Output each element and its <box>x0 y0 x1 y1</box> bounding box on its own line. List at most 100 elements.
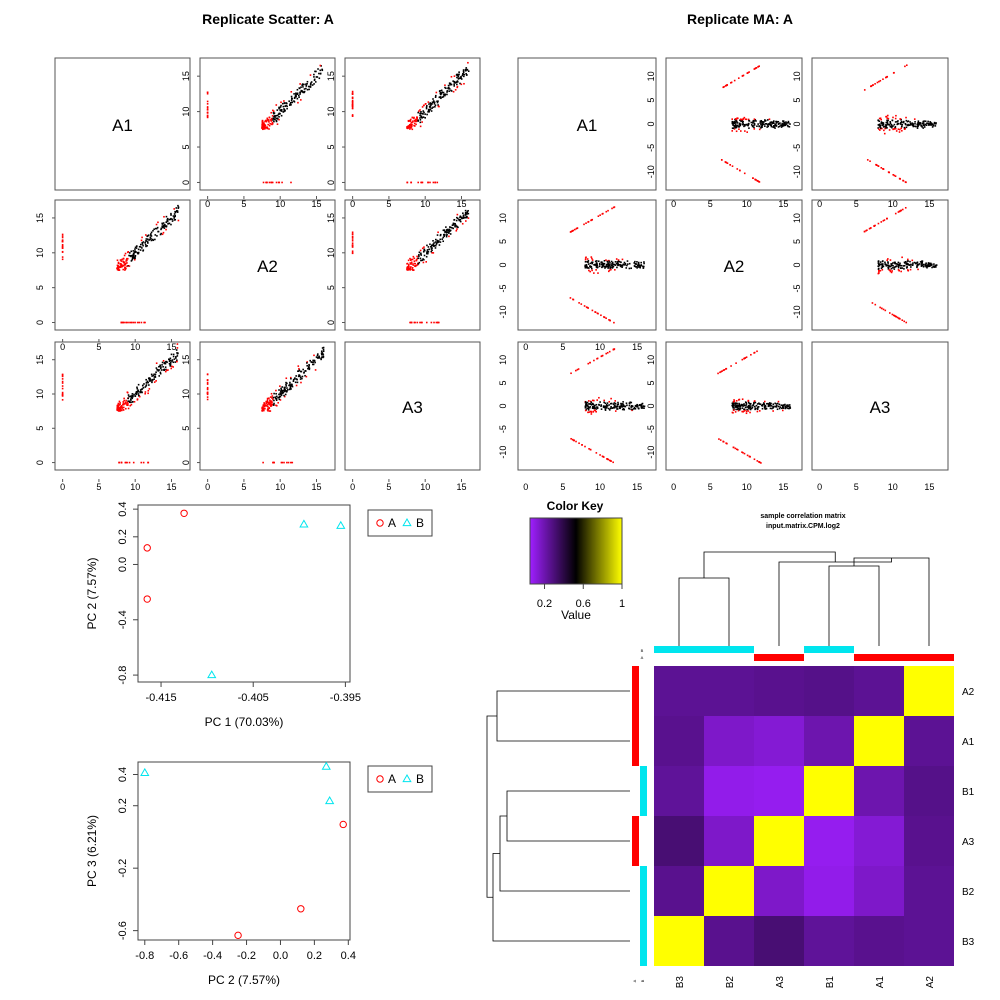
data-point <box>290 388 292 390</box>
data-point <box>427 101 430 103</box>
data-point <box>460 75 462 78</box>
data-point <box>743 408 746 411</box>
data-point <box>731 127 734 130</box>
data-point <box>595 403 598 406</box>
data-point <box>294 381 297 384</box>
data-point <box>416 255 418 258</box>
data-point <box>869 227 872 229</box>
data-point <box>154 234 157 236</box>
heatmap-cell <box>804 716 854 766</box>
data-point <box>587 409 590 411</box>
point-B <box>321 761 331 770</box>
data-point <box>423 254 426 257</box>
x-tick-label: -0.2 <box>237 950 256 962</box>
data-point <box>907 263 910 265</box>
panel-frame <box>54 341 191 471</box>
data-point <box>920 264 923 267</box>
data-point <box>731 402 734 405</box>
data-point <box>261 410 264 412</box>
data-point <box>121 407 124 409</box>
data-point <box>880 166 883 169</box>
data-point <box>608 350 611 353</box>
data-point <box>446 231 449 233</box>
data-point <box>460 216 463 219</box>
data-point <box>149 234 152 236</box>
data-point <box>61 373 64 376</box>
data-point <box>885 265 888 267</box>
point-B <box>324 796 335 805</box>
data-point <box>740 118 743 121</box>
x-tick-label: 5 <box>708 199 713 209</box>
data-point <box>453 85 456 87</box>
data-point <box>406 267 409 270</box>
data-point <box>589 405 591 408</box>
data-point <box>891 125 893 128</box>
data-point <box>926 122 928 125</box>
data-point <box>927 120 929 123</box>
data-point <box>285 390 287 392</box>
data-point <box>595 408 598 410</box>
data-point <box>628 404 631 407</box>
y-tick-label: 5 <box>792 239 802 244</box>
data-point <box>420 116 423 119</box>
data-point <box>456 216 458 219</box>
data-point <box>61 239 64 242</box>
data-point <box>126 262 128 264</box>
data-point <box>892 264 894 267</box>
data-point <box>269 399 271 401</box>
data-point <box>320 65 322 67</box>
data-point <box>290 99 293 102</box>
data-point <box>777 120 780 123</box>
data-point <box>320 357 322 360</box>
x-tick-label: 10 <box>275 199 285 209</box>
data-point <box>351 103 354 106</box>
scatter-panel-A3-A2 <box>197 341 336 471</box>
data-point <box>903 126 906 129</box>
data-point <box>763 402 765 405</box>
data-point <box>466 213 468 215</box>
data-point <box>585 265 588 267</box>
data-point <box>752 404 754 406</box>
data-point <box>295 384 298 387</box>
data-point <box>262 405 265 407</box>
data-point <box>909 268 912 271</box>
x-tick-label: 0.4 <box>341 950 356 962</box>
data-point <box>594 260 597 263</box>
data-point <box>775 120 778 123</box>
data-point <box>874 224 876 227</box>
data-point <box>127 251 129 254</box>
data-point <box>643 262 645 265</box>
point-A <box>339 820 347 829</box>
data-point <box>133 256 135 259</box>
data-point <box>61 387 64 390</box>
column-group-bar <box>654 646 704 653</box>
data-point <box>600 314 602 317</box>
data-point <box>295 375 297 377</box>
data-point <box>642 265 644 268</box>
data-point <box>177 204 179 207</box>
data-point <box>134 248 136 250</box>
data-point <box>120 265 122 267</box>
y-tick-label: 15 <box>326 71 336 81</box>
scatter-panel-A3-A3: A3 <box>344 341 481 471</box>
data-point <box>464 69 467 72</box>
data-point <box>760 119 763 122</box>
y-tick-label: 0 <box>792 121 802 126</box>
point-A <box>143 595 151 603</box>
data-point <box>900 270 902 273</box>
row-label: A2 <box>962 687 975 698</box>
column-group-bar <box>704 646 754 653</box>
data-point <box>131 258 134 261</box>
heatmap-cell <box>654 716 704 766</box>
data-point <box>425 107 428 110</box>
x-tick-label: 5 <box>241 199 246 209</box>
data-point <box>322 346 325 349</box>
data-point <box>162 222 165 224</box>
heatmap-cell <box>804 666 854 716</box>
data-point <box>304 374 306 377</box>
data-point <box>284 105 286 108</box>
panel-frame <box>199 199 336 331</box>
data-point <box>741 120 743 122</box>
data-point <box>122 409 125 411</box>
data-point <box>410 181 413 184</box>
